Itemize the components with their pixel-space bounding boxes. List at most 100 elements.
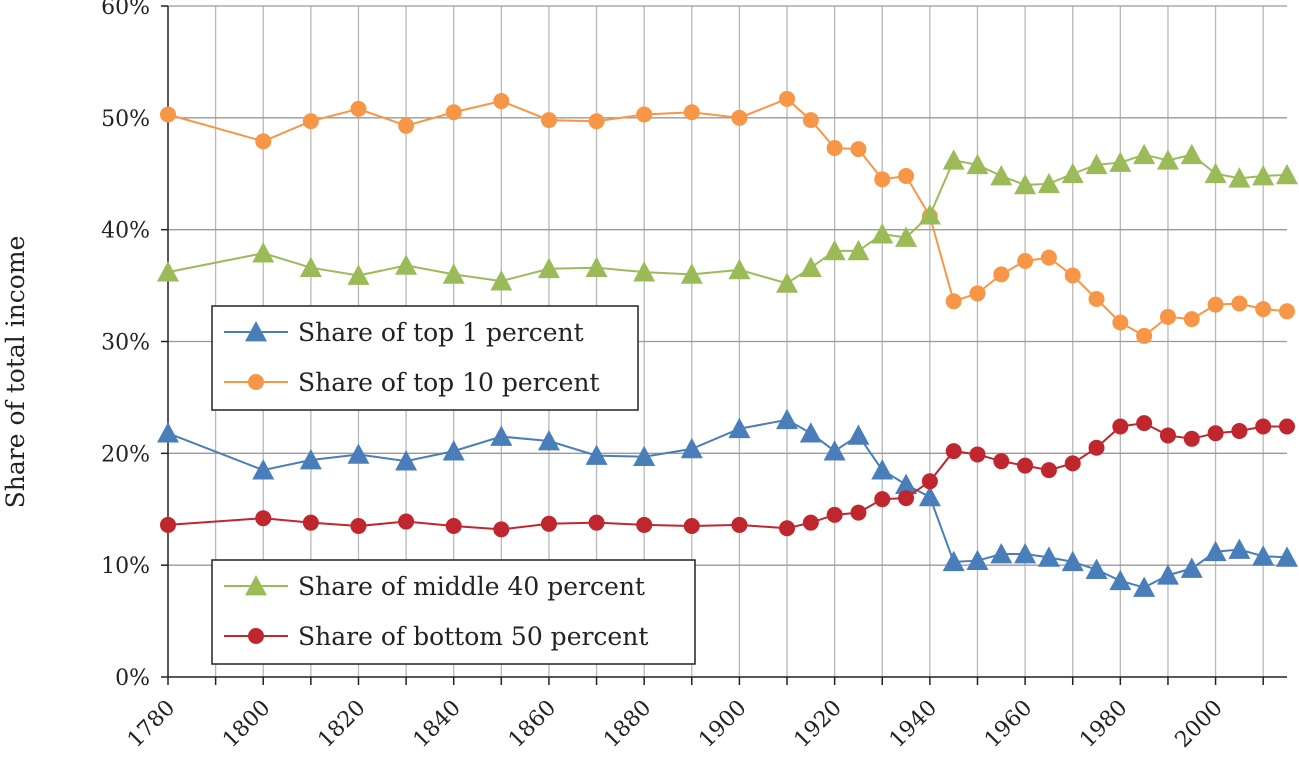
data-point xyxy=(1228,538,1251,559)
data-point xyxy=(255,510,272,527)
data-point xyxy=(993,266,1010,283)
legend-label: Share of middle 40 percent xyxy=(298,572,645,601)
y-tick-label: 50% xyxy=(101,107,150,132)
data-point xyxy=(680,437,703,459)
data-point xyxy=(1159,427,1176,444)
data-point xyxy=(683,104,700,121)
data-point xyxy=(874,491,891,508)
legend-1: Share of middle 40 percent Share of botto… xyxy=(211,559,696,665)
data-point xyxy=(1156,564,1179,585)
data-point xyxy=(945,293,962,310)
data-point xyxy=(779,520,796,537)
legend-box xyxy=(211,559,696,665)
data-point xyxy=(895,473,918,494)
x-tick-label: 1820 xyxy=(313,696,370,753)
legends: Share of top 1 percent Share of top 10 pe… xyxy=(211,305,696,665)
data-point xyxy=(847,239,870,261)
data-point xyxy=(493,93,510,110)
legend-box xyxy=(211,305,639,411)
data-point xyxy=(537,430,560,451)
x-tick-label: 1980 xyxy=(1075,696,1132,753)
x-tick-label: 1920 xyxy=(790,696,847,753)
data-point xyxy=(826,506,843,523)
data-point xyxy=(966,549,989,571)
data-point xyxy=(442,263,465,284)
data-point xyxy=(823,440,846,461)
data-point xyxy=(1061,162,1084,184)
series-line xyxy=(167,97,1288,338)
data-point xyxy=(1183,430,1200,447)
data-point xyxy=(302,113,319,130)
data-point xyxy=(1088,291,1105,308)
data-point xyxy=(874,171,891,188)
data-point xyxy=(299,449,322,470)
data-point xyxy=(1159,308,1176,325)
data-point xyxy=(990,542,1013,564)
data-point xyxy=(1133,143,1156,165)
legend-marker xyxy=(245,321,267,342)
data-point xyxy=(1156,149,1179,170)
data-point xyxy=(395,450,418,471)
data-point xyxy=(1037,546,1060,567)
data-point xyxy=(898,490,915,507)
data-point xyxy=(1037,172,1060,194)
data-point xyxy=(1109,151,1132,172)
data-point xyxy=(585,256,608,278)
data-point xyxy=(398,513,415,530)
data-point xyxy=(442,440,465,461)
x-tick-label: 1780 xyxy=(123,696,180,753)
data-point xyxy=(1255,301,1272,318)
data-point xyxy=(1085,558,1108,579)
data-point xyxy=(252,242,275,263)
data-point xyxy=(898,167,915,184)
data-point xyxy=(1276,546,1298,567)
data-point xyxy=(871,223,894,244)
y-tick-label: 30% xyxy=(101,331,150,356)
y-tick-label: 60% xyxy=(101,0,150,20)
x-tick-label: 2000 xyxy=(1171,696,1228,753)
y-tick-label: 40% xyxy=(101,219,150,244)
data-point xyxy=(776,408,799,430)
data-point xyxy=(588,514,605,531)
data-point xyxy=(779,90,796,107)
data-point xyxy=(252,459,275,480)
data-point xyxy=(636,516,653,533)
data-point xyxy=(490,425,513,446)
data-point xyxy=(537,257,560,279)
data-point xyxy=(350,100,367,117)
series-3 xyxy=(160,415,1295,538)
data-point xyxy=(445,518,462,535)
series-2 xyxy=(157,143,1298,293)
data-point xyxy=(945,443,962,460)
data-point xyxy=(1204,540,1227,562)
data-point xyxy=(1017,252,1034,269)
data-point xyxy=(347,443,370,464)
x-tick-label: 1960 xyxy=(980,696,1037,753)
data-point xyxy=(1252,164,1275,186)
x-tick-label: 1800 xyxy=(218,696,275,753)
data-point xyxy=(1180,143,1203,165)
data-point xyxy=(1109,569,1132,591)
legend-label: Share of top 1 percent xyxy=(298,318,584,347)
data-point xyxy=(1276,163,1298,185)
data-point xyxy=(850,504,867,521)
legend-marker xyxy=(248,374,264,390)
y-axis-label: Share of total income xyxy=(1,236,30,509)
data-point xyxy=(1136,327,1153,344)
data-point xyxy=(850,141,867,158)
data-point xyxy=(802,514,819,531)
x-tick-label: 1900 xyxy=(694,696,751,753)
data-point xyxy=(490,270,513,291)
data-point xyxy=(1064,267,1081,284)
data-point xyxy=(969,446,986,463)
data-point xyxy=(921,473,938,490)
y-tick-label: 20% xyxy=(101,442,150,467)
data-point xyxy=(918,485,941,507)
data-point xyxy=(588,113,605,130)
data-point xyxy=(1133,576,1156,597)
data-point xyxy=(299,256,322,278)
data-point xyxy=(1040,249,1057,266)
data-point xyxy=(966,153,989,175)
series-1 xyxy=(160,90,1295,344)
